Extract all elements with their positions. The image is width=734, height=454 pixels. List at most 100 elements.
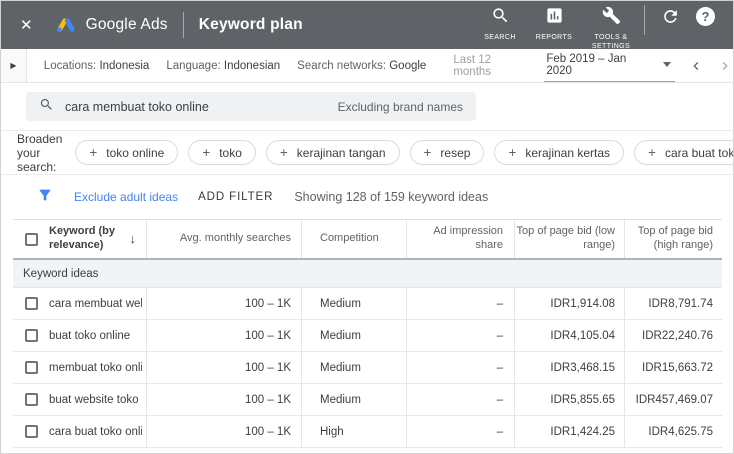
row-checkbox[interactable] bbox=[24, 425, 38, 438]
header-competition[interactable]: Competition bbox=[302, 220, 407, 258]
reports-icon bbox=[545, 6, 564, 30]
page-title: Keyword plan bbox=[198, 16, 303, 33]
chip-cara-buat-toko-online[interactable]: + cara buat toko online bbox=[634, 140, 734, 165]
low-bid-cell: IDR5,855.65 bbox=[515, 384, 625, 415]
plus-icon: + bbox=[423, 145, 432, 160]
filter-funnel-icon bbox=[37, 187, 53, 208]
reports-nav-button[interactable]: REPORTS bbox=[526, 6, 582, 42]
table-header-row: Keyword (by relevance) ↓ Avg. monthly se… bbox=[13, 220, 722, 260]
chip-label: toko bbox=[219, 145, 242, 160]
searches-cell: 100 – 1K bbox=[147, 288, 302, 319]
brand-name: Google Ads bbox=[85, 16, 168, 33]
header-top-bid-high[interactable]: Top of page bid (high range) bbox=[637, 225, 713, 251]
plus-icon: + bbox=[648, 145, 656, 160]
broaden-label: Broaden your search: bbox=[17, 131, 63, 174]
plus-icon: + bbox=[89, 145, 98, 160]
keyword-cell: buat website toko onl… bbox=[49, 393, 142, 406]
ad-share-cell: – bbox=[407, 352, 515, 383]
row-checkbox[interactable] bbox=[24, 329, 38, 342]
table-row: membuat toko online 100 – 1K Medium – ID… bbox=[13, 352, 722, 384]
add-filter-button[interactable]: ADD FILTER bbox=[198, 191, 274, 203]
competition-cell: High bbox=[302, 416, 407, 447]
plus-icon: + bbox=[279, 145, 288, 160]
chip-label: cara buat toko online bbox=[664, 145, 734, 160]
high-bid-cell: IDR15,663.72 bbox=[642, 361, 713, 374]
sort-descending-icon: ↓ bbox=[129, 230, 137, 246]
high-bid-cell: IDR4,625.75 bbox=[648, 425, 713, 438]
row-checkbox[interactable] bbox=[24, 361, 38, 374]
header-avg-monthly-searches[interactable]: Avg. monthly searches bbox=[147, 220, 302, 258]
topbar-actions-divider bbox=[644, 4, 645, 35]
excluding-brand-names-toggle[interactable]: Excluding brand names bbox=[337, 99, 463, 114]
keyword-cell: cara membuat websi… bbox=[49, 297, 142, 310]
low-bid-cell: IDR3,468.15 bbox=[515, 352, 625, 383]
chip-toko[interactable]: + toko bbox=[188, 140, 256, 165]
chip-label: toko online bbox=[106, 145, 165, 160]
date-range-value: Feb 2019 – Jan 2020 bbox=[546, 52, 627, 77]
refresh-button[interactable] bbox=[661, 7, 680, 31]
select-all-checkbox[interactable] bbox=[24, 232, 38, 246]
search-networks-setting[interactable]: Search networks: Google bbox=[297, 59, 427, 72]
previous-period-button[interactable] bbox=[688, 58, 704, 74]
header-ad-impression-share[interactable]: Ad impression share bbox=[407, 220, 515, 258]
table-row: buat toko online 100 – 1K Medium – IDR4,… bbox=[13, 320, 722, 352]
high-bid-cell: IDR457,469.07 bbox=[635, 393, 713, 406]
search-nav-button[interactable]: SEARCH bbox=[474, 6, 526, 42]
competition-cell: Medium bbox=[302, 352, 407, 383]
reports-nav-label: REPORTS bbox=[535, 33, 573, 41]
chip-kerajinan-kertas[interactable]: + kerajinan kertas bbox=[494, 140, 625, 165]
chip-kerajinan-tangan[interactable]: + kerajinan tangan bbox=[265, 140, 400, 165]
panel-expander-button[interactable]: ▶ bbox=[1, 49, 27, 82]
chip-label: kerajinan kertas bbox=[525, 145, 611, 160]
competition-cell: Medium bbox=[302, 384, 407, 415]
plus-icon: + bbox=[202, 145, 211, 160]
help-icon: ? bbox=[701, 8, 710, 24]
table-row: cara membuat websi… 100 – 1K Medium – ID… bbox=[13, 288, 722, 320]
locations-setting[interactable]: Locations: Indonesia bbox=[43, 59, 150, 72]
ad-share-cell: – bbox=[407, 320, 515, 351]
keyword-cell: membuat toko online bbox=[49, 361, 142, 374]
chip-toko-online[interactable]: + toko online bbox=[75, 140, 179, 165]
exclude-adult-ideas-filter[interactable]: Exclude adult ideas bbox=[74, 190, 179, 204]
top-app-bar: ✕ Google Ads Keyword plan SEARCH RE bbox=[1, 1, 733, 51]
next-period-button[interactable] bbox=[717, 58, 733, 74]
tools-settings-nav-button[interactable]: TOOLS & SETTINGS bbox=[582, 6, 640, 51]
expander-icon: ▶ bbox=[10, 61, 17, 70]
header-keyword-label: Keyword (by relevance) bbox=[49, 225, 116, 251]
low-bid-cell: IDR1,424.25 bbox=[515, 416, 625, 447]
chip-label: resep bbox=[440, 145, 471, 160]
table-row: cara buat toko online 100 – 1K High – ID… bbox=[13, 416, 722, 448]
table-row: buat website toko onl… 100 – 1K Medium –… bbox=[13, 384, 722, 416]
row-checkbox[interactable] bbox=[24, 393, 38, 406]
wrench-icon bbox=[602, 6, 621, 30]
searches-cell: 100 – 1K bbox=[147, 320, 302, 351]
chip-resep[interactable]: + resep bbox=[409, 140, 485, 165]
select-all-cell bbox=[13, 220, 49, 258]
close-icon[interactable]: ✕ bbox=[20, 17, 33, 34]
high-bid-cell: IDR22,240.76 bbox=[642, 329, 713, 342]
language-setting[interactable]: Language: Indonesian bbox=[166, 59, 281, 72]
chip-label: kerajinan tangan bbox=[296, 145, 386, 160]
searches-cell: 100 – 1K bbox=[147, 416, 302, 447]
low-bid-cell: IDR1,914.08 bbox=[515, 288, 625, 319]
plan-settings-bar: ▶ Locations: Indonesia Language: Indones… bbox=[1, 49, 733, 83]
header-top-bid-low[interactable]: Top of page bid (low range) bbox=[515, 220, 625, 258]
help-button[interactable]: ? bbox=[696, 6, 715, 26]
keyword-search-input[interactable]: cara membuat toko online Excluding brand… bbox=[26, 92, 476, 121]
topbar-divider bbox=[182, 12, 184, 38]
header-keyword[interactable]: Keyword (by relevance) ↓ bbox=[49, 220, 147, 258]
filter-bar: Exclude adult ideas ADD FILTER Showing 1… bbox=[1, 175, 733, 219]
dropdown-caret-icon bbox=[663, 62, 671, 67]
refresh-icon bbox=[661, 10, 680, 30]
date-range-selector[interactable]: Feb 2019 – Jan 2020 bbox=[544, 50, 675, 82]
ad-share-cell: – bbox=[407, 384, 515, 415]
row-checkbox[interactable] bbox=[24, 297, 38, 310]
search-query-value: cara membuat toko online bbox=[65, 99, 209, 114]
keyword-cell: buat toko online bbox=[49, 329, 131, 342]
topbar-actions: SEARCH REPORTS TOOLS & SETTINGS bbox=[474, 1, 723, 51]
search-row: cara membuat toko online Excluding brand… bbox=[1, 83, 733, 131]
google-ads-logo-icon bbox=[55, 15, 77, 35]
broaden-search-row: Broaden your search: + toko online + tok… bbox=[1, 131, 733, 175]
keyword-ideas-table: Keyword (by relevance) ↓ Avg. monthly se… bbox=[13, 219, 722, 448]
tools-settings-nav-label: TOOLS & SETTINGS bbox=[591, 33, 631, 50]
